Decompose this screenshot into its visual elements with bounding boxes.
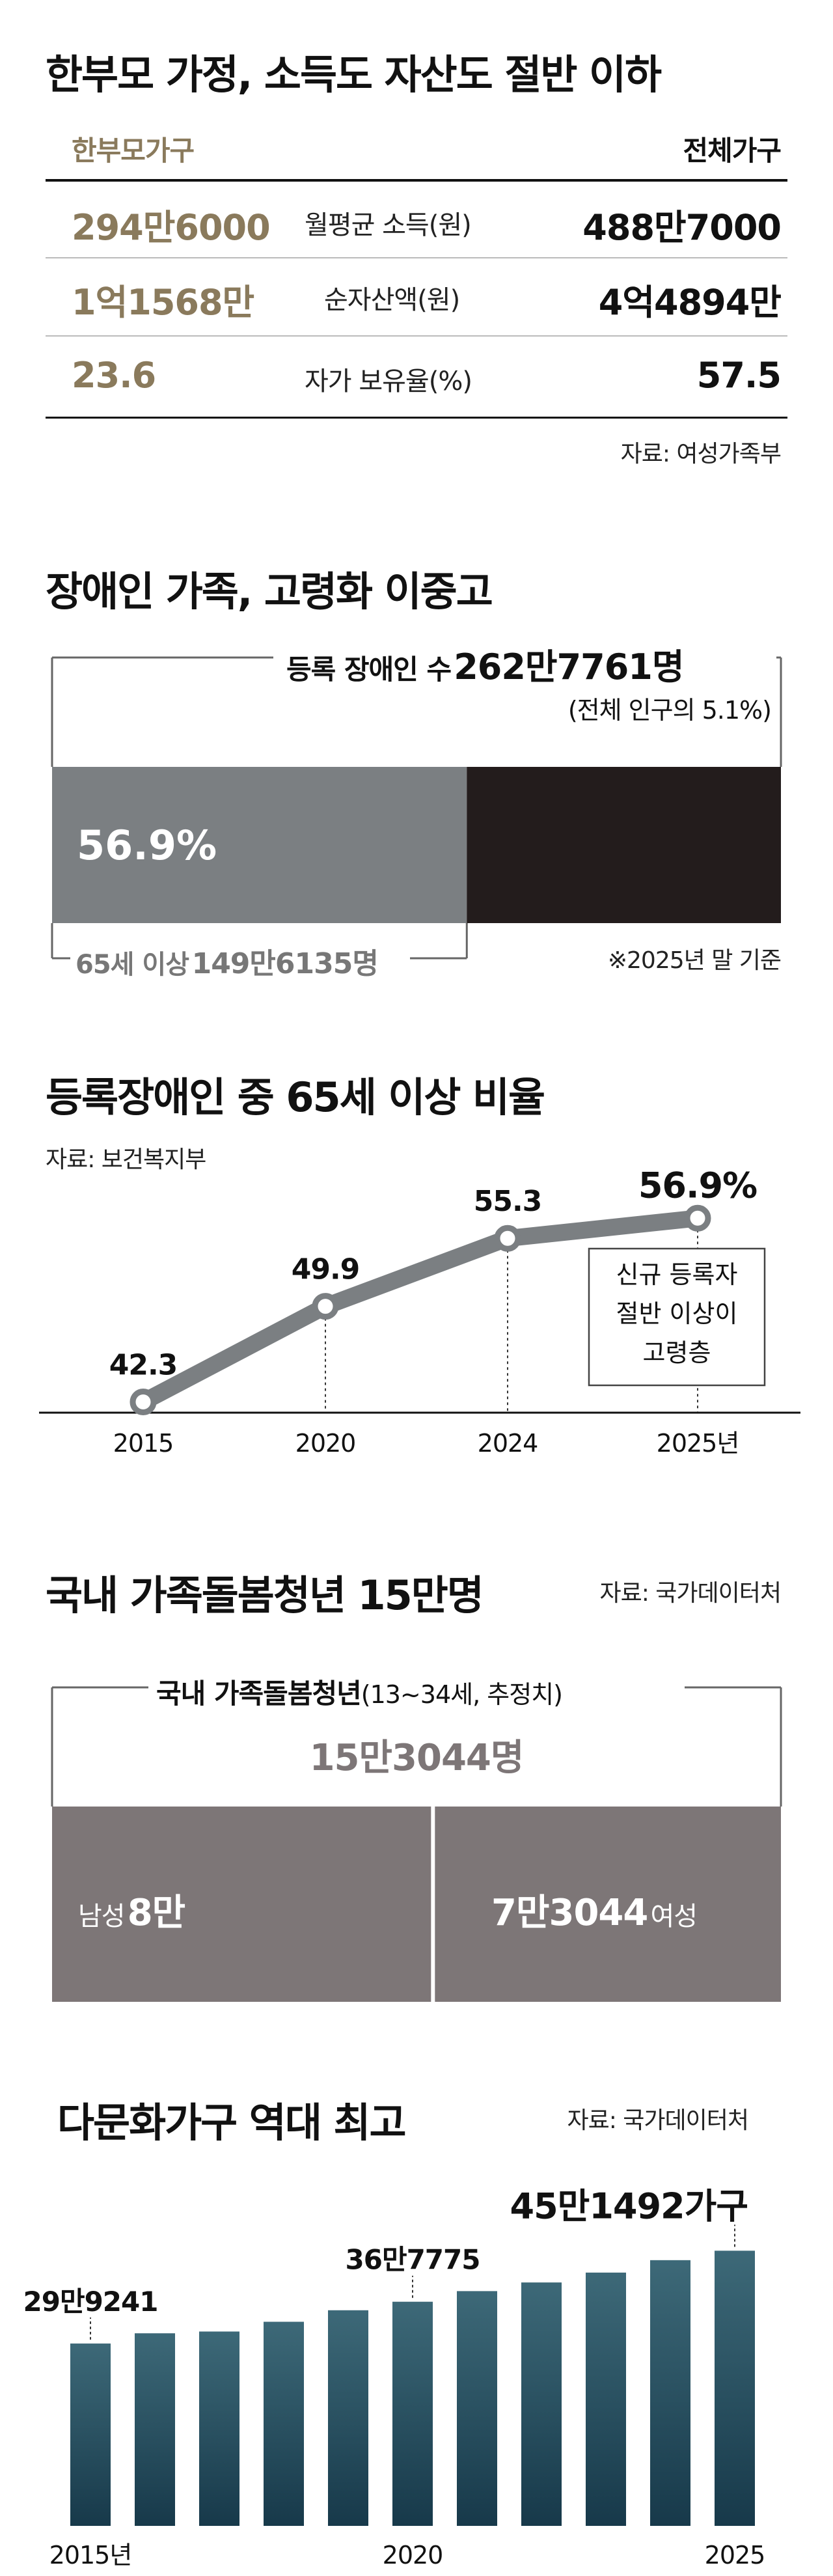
total-disabled-value: 262만7761명 [454,646,684,687]
table-bottom-rule [46,417,787,419]
note-line: 신규 등록자 [616,1260,738,1289]
x-tick-label: 2020 [383,2541,443,2569]
x-tick-label: 2025년 [657,1429,739,1458]
value-label: 42.3 [109,1349,178,1382]
bar [715,2251,755,2526]
row-label: 순자산액(원) [324,285,460,315]
bar [264,2321,304,2526]
note-line: 절반 이상이 [616,1299,738,1328]
data-label: 29만9241 [23,2286,158,2318]
row-value-all: 488만7000 [582,207,782,248]
elderly-ratio-line-chart: 42.3 49.9 55.3 56.9% 2015 2020 2024 2025년 신규 등… [39,1165,800,1458]
table-top-rule [46,179,787,182]
female-caption: 여성 [650,1902,698,1932]
section2-title: 장애인 가족, 고령화 이중고 [46,568,493,615]
female-value: 7만3044 [491,1892,648,1934]
data-label: 45만1492가구 [510,2185,748,2226]
bar-female [435,1807,781,2002]
section4-title: 국내 가족돌봄청년 15만명 [46,1572,484,1619]
value-label: 56.9% [638,1165,757,1206]
bar-male [52,1807,431,2002]
section3-source: 자료: 보건복지부 [46,1146,206,1173]
row-label: 월평균 소득(원) [305,210,472,240]
basis-note: ※2025년 말 기준 [607,947,782,974]
x-tick-label: 2015년 [49,2541,132,2569]
section5-source: 자료: 국가데이터처 [567,2107,749,2134]
male-label: 남성 8만 [78,1883,185,1936]
section1-source: 자료: 여성가족부 [620,441,782,467]
x-tick-label: 2020 [295,1429,356,1458]
caregiver-caption: 국내 가족돌봄청년 [156,1678,362,1710]
caregiver-youth-graphic [51,1686,782,2002]
elderly-caption: 65세 이상 [75,950,189,980]
data-point [684,1204,711,1232]
multicultural-bar-chart: 29만9241 36만7775 45만1492가구 2015년 2020 2025 [23,2185,766,2569]
value-label: 49.9 [292,1253,360,1286]
row-label: 자가 보유율(%) [305,367,472,396]
female-label: 7만3044 여성 [491,1883,698,1936]
caregiver-box-label: 국내 가족돌봄청년(13~34세, 추정치) [156,1672,563,1711]
bar [586,2272,626,2526]
bar [392,2301,433,2526]
row-divider [46,335,787,337]
total-disabled-caption: 등록 장애인 수 [286,654,452,686]
data-point [130,1389,157,1416]
x-tick-label: 2015 [113,1429,174,1458]
bar [199,2331,239,2526]
row-value-single-parent: 23.6 [72,355,156,396]
male-caption: 남성 [78,1902,126,1932]
row-divider [46,257,787,258]
male-value: 8만 [127,1892,185,1934]
col-header-all-households: 전체가구 [683,135,782,167]
bar [70,2343,111,2526]
x-tick-label: 2024 [478,1429,538,1458]
row-value-all: 57.5 [696,355,782,396]
bar [457,2291,497,2526]
elderly-value: 149만6135명 [191,947,379,980]
bar [328,2310,368,2526]
data-point [312,1293,339,1320]
elderly-share-label: 56.9% [77,822,217,869]
row-value-single-parent: 294만6000 [72,207,271,248]
row-value-all: 4억4894만 [598,282,782,323]
bar [650,2260,690,2526]
data-point [494,1225,521,1252]
row-value-single-parent: 1억1568만 [72,282,254,323]
bar [135,2333,175,2526]
section5-title: 다문화가구 역대 최고 [57,2099,407,2146]
x-tick-label: 2025 [705,2541,765,2569]
note-box [588,1247,766,1387]
caregiver-total: 15만3044명 [309,1737,525,1779]
section3-title: 등록장애인 중 65세 이상 비율 [46,1073,545,1121]
series-line [135,1210,706,1411]
elderly-count-label: 65세 이상 149만6135명 [75,940,379,982]
section4-source: 자료: 국가데이터처 [599,1580,782,1607]
data-label: 36만7775 [346,2244,480,2276]
disability-share-graphic [51,656,782,960]
bar-rest-share [467,767,781,923]
caregiver-note: (13~34세, 추정치) [361,1680,563,1709]
col-header-single-parent: 한부모가구 [72,135,195,167]
bar-elderly-share [52,767,467,923]
note-line: 고령층 [643,1338,711,1367]
total-note: (전체 인구의 5.1%) [567,696,772,725]
bar [521,2282,562,2526]
section1-title: 한부모 가정, 소득도 자산도 절반 이하 [46,51,662,98]
value-label: 55.3 [474,1185,542,1218]
total-disabled-label: 등록 장애인 수 262만7761명 [286,638,685,689]
